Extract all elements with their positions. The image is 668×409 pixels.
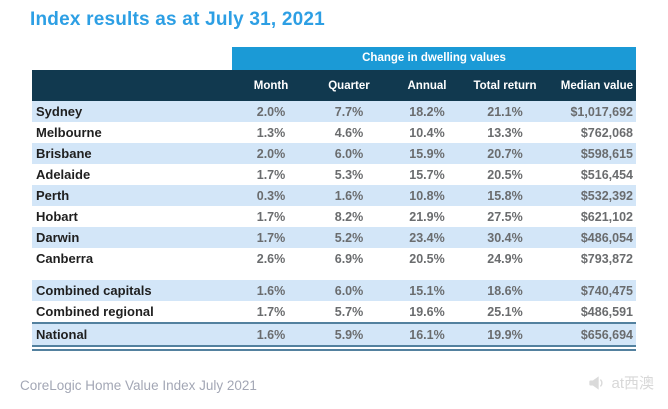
cell-median-value: $516,454 <box>580 167 633 182</box>
cell-median-value: $598,615 <box>580 146 633 161</box>
national-row-section: National 1.6% 5.9% 16.1% 19.9% $656,694 <box>32 322 636 347</box>
cell-median-value: $486,591 <box>580 304 633 319</box>
national-double-underline <box>32 349 636 351</box>
cell-annual: 15.1% <box>409 283 445 298</box>
row-label: Brisbane <box>36 146 92 161</box>
cell-total-return: 25.1% <box>487 304 523 319</box>
cell-quarter: 6.0% <box>334 146 364 161</box>
cell-quarter: 6.0% <box>334 283 364 298</box>
cell-total-return: 21.1% <box>487 104 523 119</box>
table-row: Hobart 1.7% 8.2% 21.9% 27.5% $621,102 <box>32 206 636 227</box>
cell-quarter: 5.3% <box>334 167 364 182</box>
cell-total-return: 27.5% <box>487 209 523 224</box>
cell-median-value: $793,872 <box>580 251 633 266</box>
row-label: National <box>36 327 88 342</box>
table-row-national: National 1.6% 5.9% 16.1% 19.9% $656,694 <box>32 322 636 347</box>
cell-annual: 21.9% <box>409 209 445 224</box>
watermark: at西澳 <box>587 372 654 393</box>
cell-quarter: 5.7% <box>334 304 364 319</box>
cell-total-return: 13.3% <box>487 125 523 140</box>
cell-annual: 19.6% <box>409 304 445 319</box>
cell-quarter: 6.9% <box>334 251 364 266</box>
row-label: Combined regional <box>36 304 154 319</box>
cell-annual: 16.1% <box>409 327 445 342</box>
band-spacer <box>32 47 232 70</box>
cell-quarter: 5.2% <box>334 230 364 245</box>
cell-median-value: $1,017,692 <box>570 104 633 119</box>
row-label: Darwin <box>36 230 80 245</box>
header-quarter: Quarter <box>328 79 370 92</box>
cell-total-return: 30.4% <box>487 230 523 245</box>
cell-annual: 15.9% <box>409 146 445 161</box>
megaphone-icon <box>587 373 607 393</box>
cell-annual: 10.8% <box>409 188 445 203</box>
cell-month: 1.7% <box>256 304 286 319</box>
city-rows-section: Sydney 2.0% 7.7% 18.2% 21.1% $1,017,692 Melbou… <box>32 101 636 269</box>
cell-total-return: 15.8% <box>487 188 523 203</box>
cell-annual: 18.2% <box>409 104 445 119</box>
combined-rows-section: Combined capitals 1.6% 6.0% 15.1% 18.6% $740,… <box>32 280 636 322</box>
cell-month: 1.6% <box>256 327 286 342</box>
page-title: Index results as at July 31, 2021 <box>30 9 325 30</box>
table-row: Adelaide 1.7% 5.3% 15.7% 20.5% $516,454 <box>32 164 636 185</box>
cell-total-return: 20.7% <box>487 146 523 161</box>
table-row: Canberra 2.6% 6.9% 20.5% 24.9% $793,872 <box>32 248 636 269</box>
table-row: Darwin 1.7% 5.2% 23.4% 30.4% $486,054 <box>32 227 636 248</box>
cell-month: 1.7% <box>256 230 286 245</box>
header-total-return: Total return <box>473 79 537 92</box>
table-row: Perth 0.3% 1.6% 10.8% 15.8% $532,392 <box>32 185 636 206</box>
header-median-value: Median value <box>560 79 633 92</box>
cell-month: 2.6% <box>256 251 286 266</box>
cell-median-value: $486,054 <box>580 230 633 245</box>
cell-annual: 23.4% <box>409 230 445 245</box>
row-label: Perth <box>36 188 70 203</box>
cell-quarter: 7.7% <box>334 104 364 119</box>
table-band-row: Change in dwelling values <box>32 47 636 70</box>
cell-median-value: $740,475 <box>580 283 633 298</box>
cell-month: 2.0% <box>256 104 286 119</box>
cell-total-return: 19.9% <box>487 327 523 342</box>
row-label: Hobart <box>36 209 78 224</box>
table-band-header: Change in dwelling values <box>232 47 636 70</box>
cell-median-value: $656,694 <box>580 327 633 342</box>
cell-month: 1.3% <box>256 125 286 140</box>
header-month: Month <box>253 79 289 92</box>
cell-quarter: 8.2% <box>334 209 364 224</box>
watermark-label: at西澳 <box>611 375 654 392</box>
cell-quarter: 5.9% <box>334 327 364 342</box>
cell-month: 1.7% <box>256 167 286 182</box>
cell-total-return: 18.6% <box>487 283 523 298</box>
table-row: Combined capitals 1.6% 6.0% 15.1% 18.6% $740,… <box>32 280 636 301</box>
row-label: Sydney <box>36 104 83 119</box>
cell-median-value: $762,068 <box>580 125 633 140</box>
cell-total-return: 20.5% <box>487 167 523 182</box>
cell-month: 1.7% <box>256 209 286 224</box>
row-label: Adelaide <box>36 167 91 182</box>
table-row: Sydney 2.0% 7.7% 18.2% 21.1% $1,017,692 <box>32 101 636 122</box>
cell-median-value: $532,392 <box>580 188 633 203</box>
header-annual: Annual <box>407 79 447 92</box>
cell-annual: 10.4% <box>409 125 445 140</box>
cell-month: 2.0% <box>256 146 286 161</box>
cell-quarter: 4.6% <box>334 125 364 140</box>
row-label: Canberra <box>36 251 94 266</box>
cell-annual: 15.7% <box>409 167 445 182</box>
cell-total-return: 24.9% <box>487 251 523 266</box>
table-header-row: Month Quarter Annual Total return Median… <box>32 70 636 101</box>
row-label: Melbourne <box>36 125 102 140</box>
cell-median-value: $621,102 <box>580 209 633 224</box>
table-row: Combined regional 1.7% 5.7% 19.6% 25.1% $486,… <box>32 301 636 322</box>
table-row: Brisbane 2.0% 6.0% 15.9% 20.7% $598,615 <box>32 143 636 164</box>
table-row: Melbourne 1.3% 4.6% 10.4% 13.3% $762,068 <box>32 122 636 143</box>
cell-month: 1.6% <box>256 283 286 298</box>
cell-month: 0.3% <box>256 188 286 203</box>
row-label: Combined capitals <box>36 283 152 298</box>
cell-quarter: 1.6% <box>334 188 364 203</box>
section-gap <box>32 269 636 280</box>
cell-annual: 20.5% <box>409 251 445 266</box>
source-attribution: CoreLogic Home Value Index July 2021 <box>20 378 257 393</box>
dwelling-values-table: Change in dwelling values Month Quarter … <box>32 47 636 351</box>
